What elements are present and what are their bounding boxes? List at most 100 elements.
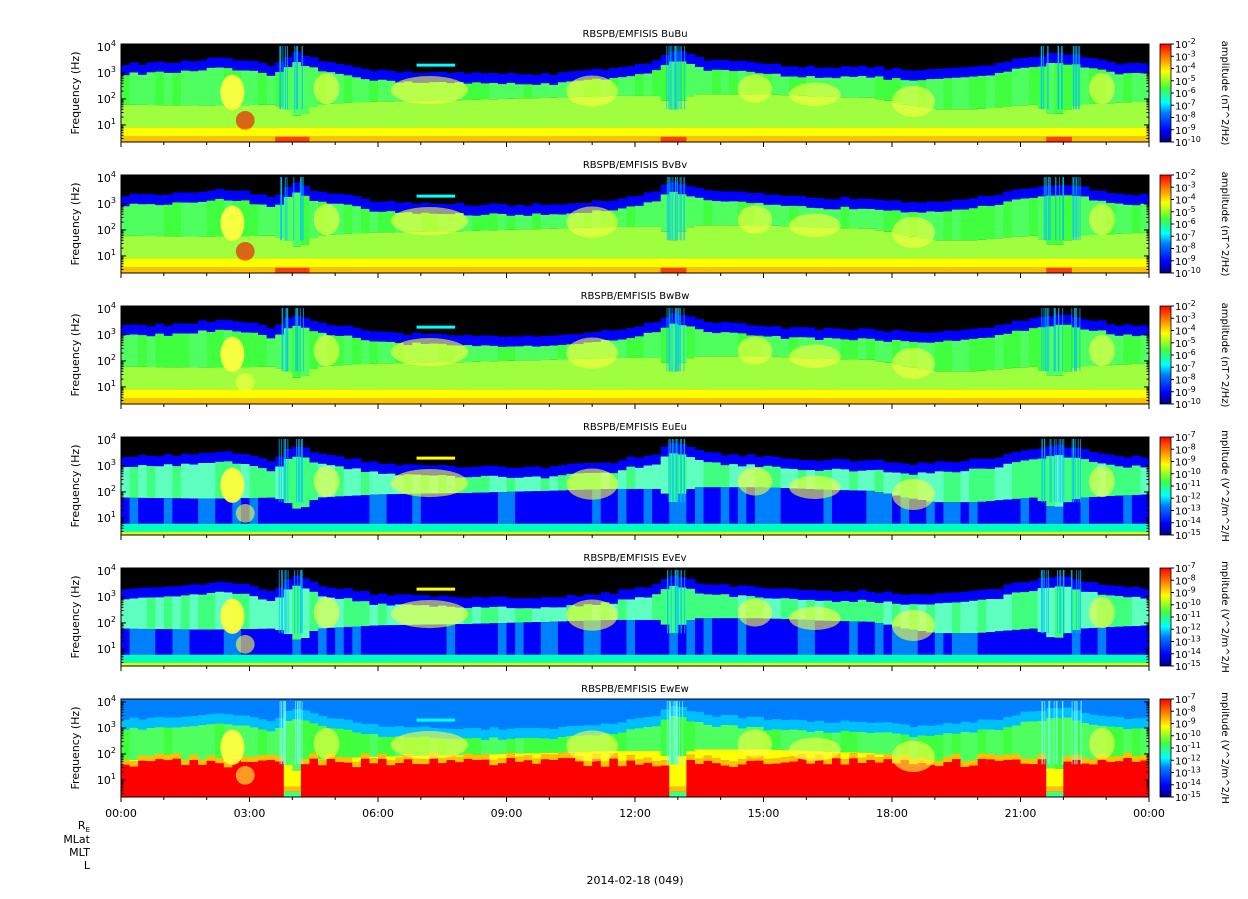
spectrogram-cell bbox=[240, 454, 250, 465]
spectrogram-cell bbox=[172, 523, 182, 535]
spectrogram-cell bbox=[669, 786, 679, 792]
spectrogram-cell bbox=[994, 127, 1004, 137]
spectrogram-cell bbox=[121, 65, 131, 76]
spectrogram-cell bbox=[240, 389, 250, 399]
spectrogram-cell bbox=[943, 258, 953, 268]
spectrogram-cell bbox=[121, 389, 131, 399]
spectrogram-cell bbox=[712, 201, 722, 226]
spectrogram-cell bbox=[892, 210, 902, 234]
spectrogram-cell bbox=[729, 662, 739, 666]
spectrogram-cell bbox=[900, 136, 910, 142]
spectrogram-cell bbox=[198, 267, 208, 273]
spectrogram-cell bbox=[378, 494, 388, 524]
spectrogram-cell bbox=[600, 258, 610, 268]
spectrogram-cell bbox=[643, 762, 653, 797]
spectrogram-cell bbox=[874, 754, 884, 758]
spectrogram-cell bbox=[506, 215, 516, 230]
spectrogram-cell bbox=[969, 338, 979, 372]
spectrogram-cell bbox=[575, 489, 585, 524]
spectrogram-cell bbox=[874, 593, 884, 604]
spectrogram-cell bbox=[874, 492, 884, 524]
spectrogram-cell bbox=[986, 654, 996, 666]
spectrogram-cell bbox=[960, 601, 970, 634]
spectrogram-cell bbox=[163, 204, 173, 237]
spectrogram-cell bbox=[986, 719, 996, 730]
spectrogram-cell bbox=[532, 476, 542, 492]
spectrogram-cell bbox=[1080, 267, 1090, 273]
spectrogram-cell bbox=[155, 456, 165, 467]
spectrogram-cell bbox=[403, 759, 413, 797]
spectrogram-cell bbox=[934, 734, 944, 765]
spectrogram-cell bbox=[480, 729, 490, 740]
spectrogram-cell bbox=[917, 531, 927, 535]
spectrogram-cell bbox=[1080, 319, 1090, 330]
spectrogram-cell bbox=[832, 389, 842, 399]
spectrogram-cell bbox=[223, 582, 233, 593]
x-tick-label: 00:00 bbox=[1133, 807, 1165, 820]
spectrogram-cell bbox=[206, 200, 216, 237]
y-tick-label: 104 bbox=[97, 301, 116, 316]
spectrogram-cell bbox=[977, 662, 987, 666]
spectrogram-cell bbox=[446, 100, 456, 128]
spectrogram-cell bbox=[395, 267, 405, 273]
spectrogram-cell bbox=[960, 502, 970, 524]
spectrogram-cell bbox=[557, 726, 567, 737]
spectrogram-cell bbox=[583, 398, 593, 404]
spectrogram-cell bbox=[832, 758, 842, 797]
spectrogram-cell bbox=[943, 109, 953, 128]
spectrogram-cell bbox=[283, 531, 293, 535]
spectrogram-cell bbox=[814, 267, 824, 273]
spectrogram-cell bbox=[1063, 756, 1073, 762]
spectrogram-cell bbox=[857, 328, 867, 339]
spectrogram-cell bbox=[583, 766, 593, 797]
spectrogram-cell bbox=[660, 127, 670, 137]
colorbar-tick-label: 10-2 bbox=[1175, 299, 1196, 313]
spectrogram-cell bbox=[626, 750, 636, 756]
spectrogram-cell bbox=[746, 760, 756, 797]
colorbar-tick-label: 10-12 bbox=[1175, 622, 1201, 636]
spectrogram-cell bbox=[977, 654, 987, 666]
spectrogram-cell bbox=[497, 267, 507, 273]
spectrogram-cell bbox=[977, 458, 987, 469]
spectrogram-cell bbox=[275, 630, 285, 655]
spectrogram-cell bbox=[857, 490, 867, 524]
spectrogram-cell bbox=[917, 654, 927, 666]
spectrogram-cell bbox=[412, 100, 422, 128]
spectrogram-cell bbox=[180, 463, 191, 499]
spectrogram-cell bbox=[386, 136, 396, 142]
spectrogram-cell bbox=[1123, 719, 1133, 730]
spectrogram-cell bbox=[677, 398, 687, 404]
spectrogram-cell bbox=[575, 389, 585, 399]
spectrogram-feature bbox=[220, 729, 245, 765]
spectrogram-cell bbox=[986, 267, 996, 273]
spectrogram-cell bbox=[737, 618, 747, 655]
spectrogram-cell bbox=[866, 359, 876, 390]
spectrogram-cell bbox=[309, 500, 319, 524]
spectrogram-cell bbox=[960, 721, 970, 732]
spectrogram-cell bbox=[960, 471, 970, 503]
spectrogram-cell bbox=[446, 531, 456, 535]
spectrogram-feature bbox=[1089, 727, 1115, 760]
spectrogram-cell bbox=[1140, 63, 1150, 74]
spectrogram-cell bbox=[951, 258, 962, 268]
spectrogram-cell bbox=[275, 106, 285, 128]
spectrogram-cell bbox=[617, 258, 627, 268]
spectrogram-cell bbox=[1063, 633, 1073, 655]
spectrogram-cell bbox=[446, 267, 456, 273]
spectrogram-cell bbox=[1140, 73, 1150, 102]
spectrogram-cell bbox=[129, 727, 139, 760]
colorbar-tick-label: 10-11 bbox=[1175, 741, 1201, 755]
spectrogram-cell bbox=[292, 398, 302, 404]
spectrogram-cell bbox=[986, 108, 996, 128]
spectrogram-cell bbox=[934, 127, 944, 137]
spectrogram-cell bbox=[223, 762, 233, 768]
spectrogram-cell bbox=[994, 457, 1004, 468]
spectrogram-cell bbox=[206, 57, 216, 68]
spectrogram-cell bbox=[780, 598, 790, 620]
spectrogram-cell bbox=[917, 398, 927, 404]
spectrogram-cell bbox=[960, 654, 970, 666]
spectrogram-cell bbox=[600, 531, 610, 535]
spectrogram-cell bbox=[934, 331, 944, 342]
spectrogram-cell bbox=[754, 398, 764, 404]
spectrogram-cell bbox=[283, 786, 293, 792]
